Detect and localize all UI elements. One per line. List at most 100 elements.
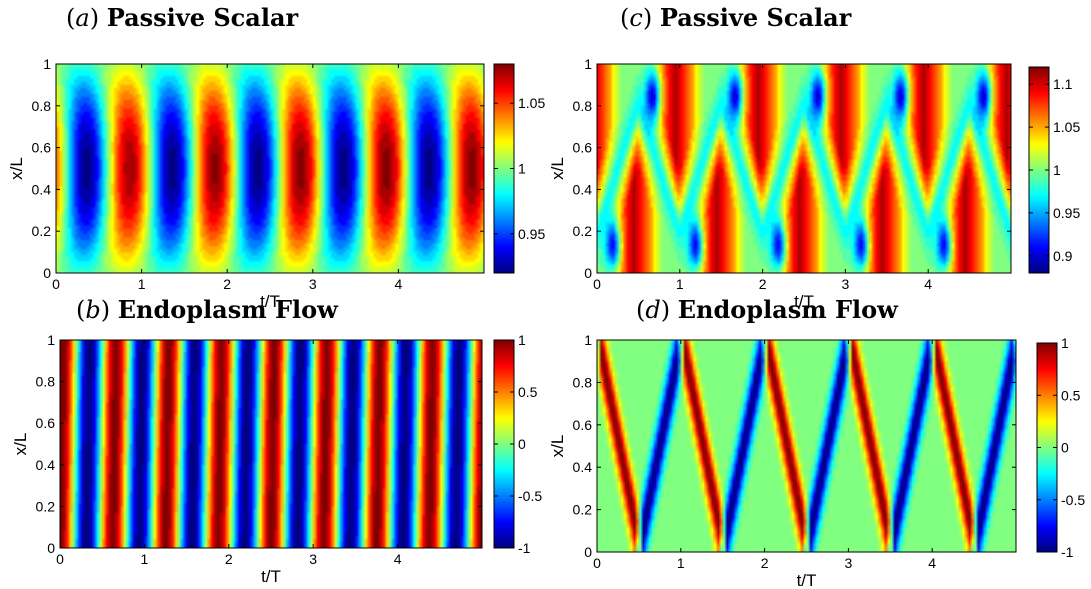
panel-letter: a bbox=[75, 4, 89, 32]
x-tick-label: 2 bbox=[759, 276, 767, 292]
panel-letter-open: ( bbox=[620, 4, 629, 32]
y-tick-label: 0.6 bbox=[573, 417, 593, 433]
panel-title-text: Passive Scalar bbox=[660, 3, 852, 32]
y-tick-label: 0.8 bbox=[573, 374, 593, 390]
x-tick-label: 1 bbox=[677, 555, 685, 571]
panel-letter-close: ) bbox=[90, 4, 107, 32]
panel-letter: b bbox=[85, 296, 100, 324]
panel-title: (a) Passive Scalar bbox=[66, 3, 299, 32]
panel-letter-open: ( bbox=[66, 4, 75, 32]
x-tick-label: 4 bbox=[394, 551, 402, 567]
colorbar bbox=[494, 340, 514, 548]
y-axis-label: x/L bbox=[7, 157, 26, 180]
panel-title: (b) Endoplasm Flow bbox=[76, 295, 339, 324]
y-tick-label: 1 bbox=[584, 56, 592, 72]
y-tick-label: 0.4 bbox=[573, 181, 593, 197]
y-tick-label: 0.8 bbox=[32, 98, 52, 114]
panel-d: (d) Endoplasm Flow 0 1 2 3 4 0 0.2 0.4 0.6 0.8 1 t/T… bbox=[548, 295, 1085, 589]
colorbar bbox=[1029, 67, 1049, 273]
x-tick-label: 3 bbox=[309, 551, 317, 567]
colorbar-tick-label: -1 bbox=[1061, 544, 1074, 560]
panel-letter-close: ) bbox=[661, 296, 678, 324]
panel-a: (a) Passive Scalar 0 1 2 3 4 0 0.2 0.4 0.6 0.8 1 t/T… bbox=[7, 3, 545, 311]
y-tick-label: 0.2 bbox=[32, 223, 52, 239]
y-axis-label: x/L bbox=[11, 433, 30, 456]
colorbar-tick-label: 0.5 bbox=[1061, 387, 1081, 403]
y-tick-label: 1 bbox=[43, 56, 51, 72]
panel-title: (d) Endoplasm Flow bbox=[636, 295, 899, 324]
colorbar-tick-label: -0.5 bbox=[518, 488, 542, 504]
heatmap bbox=[56, 64, 484, 273]
panel-letter-close: ) bbox=[643, 4, 660, 32]
x-tick-label: 4 bbox=[924, 276, 932, 292]
colorbar-tick-label: 0.95 bbox=[518, 226, 545, 242]
y-tick-label: 0.6 bbox=[573, 140, 593, 156]
x-tick-label: 1 bbox=[141, 551, 149, 567]
y-tick-label: 0.4 bbox=[36, 457, 56, 473]
y-tick-label: 0.2 bbox=[36, 498, 56, 514]
y-tick-label: 0.4 bbox=[573, 459, 593, 475]
y-tick-label: 0 bbox=[43, 265, 51, 281]
colorbar-tick-label: 1.1 bbox=[1053, 76, 1073, 92]
y-tick-label: 0 bbox=[584, 265, 592, 281]
x-tick-label: 1 bbox=[676, 276, 684, 292]
panel-title-text: Endoplasm Flow bbox=[118, 295, 339, 324]
x-axis-label: t/T bbox=[794, 292, 814, 311]
panel-title: (c) Passive Scalar bbox=[620, 3, 852, 32]
y-tick-label: 0 bbox=[584, 544, 592, 560]
y-tick-label: 0.8 bbox=[573, 98, 593, 114]
colorbar-tick-label: 0.5 bbox=[518, 384, 538, 400]
y-tick-label: 0.4 bbox=[32, 181, 52, 197]
x-tick-label: 1 bbox=[138, 276, 146, 292]
x-tick-label: 0 bbox=[56, 551, 64, 567]
panel-letter-open: ( bbox=[636, 296, 645, 324]
heatmap bbox=[597, 340, 1016, 552]
y-tick-label: 0.8 bbox=[36, 374, 56, 390]
panel-c: (c) Passive Scalar 0 1 2 3 4 0 0.2 0.4 0.6 0.8 1 t/T… bbox=[548, 3, 1080, 311]
panel-letter: c bbox=[629, 4, 642, 32]
colorbar-tick-label: 1 bbox=[1061, 335, 1069, 351]
colorbar-tick-label: 0 bbox=[1061, 440, 1069, 456]
colorbar-tick-label: 1 bbox=[518, 161, 526, 177]
y-axis-label: x/L bbox=[548, 157, 567, 180]
colorbar-tick-label: 1.05 bbox=[1053, 119, 1080, 135]
axes-frame bbox=[596, 63, 1012, 274]
axes-frame bbox=[55, 63, 485, 274]
y-tick-label: 0.2 bbox=[573, 223, 593, 239]
colorbar-tick-label: 0 bbox=[518, 436, 526, 452]
x-tick-label: 2 bbox=[225, 551, 233, 567]
x-tick-label: 2 bbox=[223, 276, 231, 292]
x-axis-label: t/T bbox=[797, 571, 817, 589]
x-tick-label: 3 bbox=[309, 276, 317, 292]
x-tick-label: 0 bbox=[593, 276, 601, 292]
x-tick-label: 4 bbox=[395, 276, 403, 292]
x-axis-label: t/T bbox=[261, 567, 281, 586]
colorbar-tick-label: 0.9 bbox=[1053, 248, 1073, 264]
colorbar-tick-label: -0.5 bbox=[1061, 492, 1085, 508]
colorbar-tick-label: 1 bbox=[518, 332, 526, 348]
x-tick-label: 0 bbox=[593, 555, 601, 571]
y-axis-label: x/L bbox=[548, 435, 567, 458]
colorbar-tick-label: 0.95 bbox=[1053, 205, 1080, 221]
heatmap bbox=[597, 64, 1011, 273]
panel-letter-close: ) bbox=[101, 296, 118, 324]
y-tick-label: 1 bbox=[47, 332, 55, 348]
colorbar-tick-label: -1 bbox=[518, 540, 531, 556]
colorbar bbox=[1037, 343, 1057, 552]
y-tick-label: 1 bbox=[584, 332, 592, 348]
y-tick-label: 0 bbox=[47, 540, 55, 556]
panel-title-text: Passive Scalar bbox=[107, 3, 299, 32]
colorbar-tick-label: 1.05 bbox=[518, 95, 545, 111]
panel-letter: d bbox=[645, 296, 660, 324]
x-tick-label: 3 bbox=[845, 555, 853, 571]
x-tick-label: 3 bbox=[842, 276, 850, 292]
colorbar-tick-label: 1 bbox=[1053, 162, 1061, 178]
x-tick-label: 4 bbox=[928, 555, 936, 571]
y-tick-label: 0.2 bbox=[573, 502, 593, 518]
y-tick-label: 0.6 bbox=[36, 415, 56, 431]
x-tick-label: 0 bbox=[52, 276, 60, 292]
panel-letter-open: ( bbox=[76, 296, 85, 324]
colorbar bbox=[494, 64, 514, 273]
axes-frame bbox=[596, 339, 1017, 553]
